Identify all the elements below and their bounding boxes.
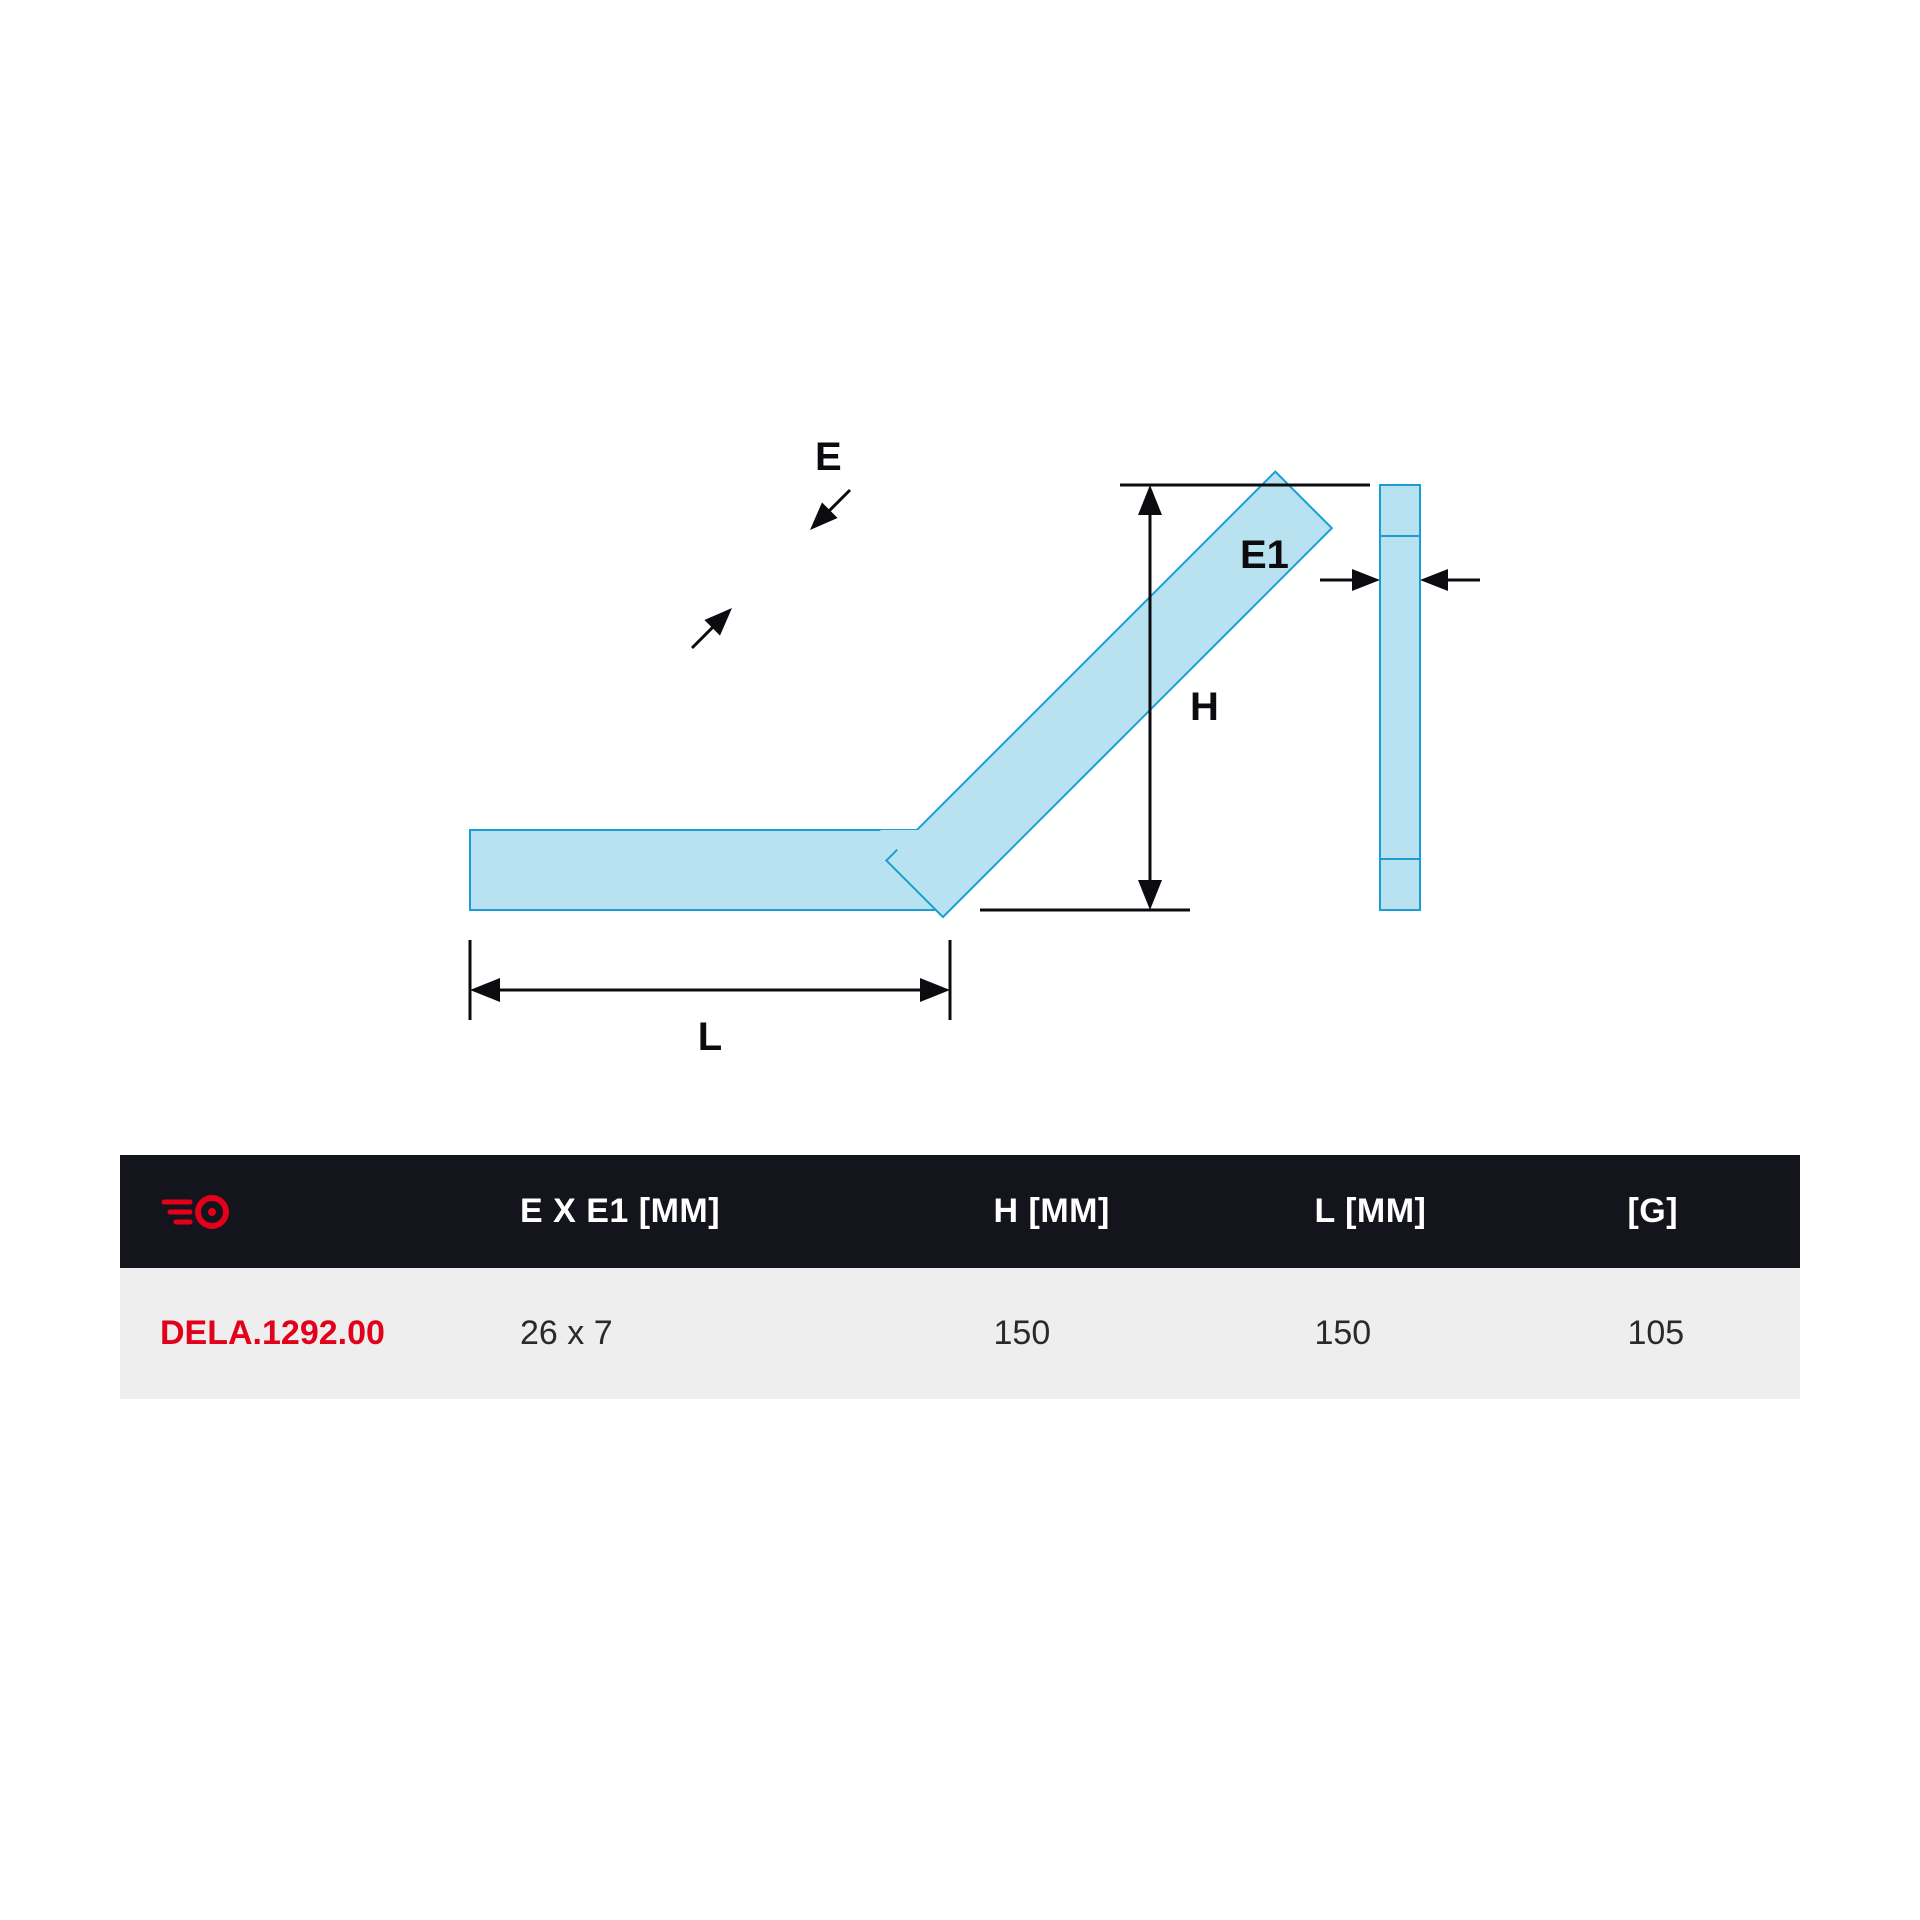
label-L: L <box>698 1015 722 1059</box>
col-g: [G] <box>1587 1155 1800 1268</box>
cell-h: 150 <box>954 1268 1275 1399</box>
base-bar <box>470 830 950 910</box>
cell-e-e1: 26 x 7 <box>480 1268 954 1399</box>
cell-g: 105 <box>1587 1268 1800 1399</box>
col-h: H [MM] <box>954 1155 1275 1268</box>
table-header-row: E X E1 [MM] H [MM] L [MM] [G] <box>120 1155 1800 1268</box>
header-icon-cell <box>120 1155 480 1268</box>
col-e-e1: E X E1 [MM] <box>480 1155 954 1268</box>
label-H: H <box>1190 685 1219 729</box>
col-l: L [MM] <box>1274 1155 1587 1268</box>
technical-diagram: L H E E1 <box>320 350 1600 1070</box>
brand-icon <box>160 1192 238 1232</box>
cell-sku: DELA.1292.00 <box>120 1268 480 1399</box>
dim-E: E <box>692 435 850 648</box>
dim-L: L <box>470 940 950 1059</box>
label-E1: E1 <box>1240 533 1289 577</box>
cell-l: 150 <box>1274 1268 1587 1399</box>
spec-table: E X E1 [MM] H [MM] L [MM] [G] DELA.1292.… <box>120 1155 1800 1399</box>
side-view <box>1380 485 1420 910</box>
label-E: E <box>815 435 842 479</box>
table-row: DELA.1292.00 26 x 7 150 150 105 <box>120 1268 1800 1399</box>
